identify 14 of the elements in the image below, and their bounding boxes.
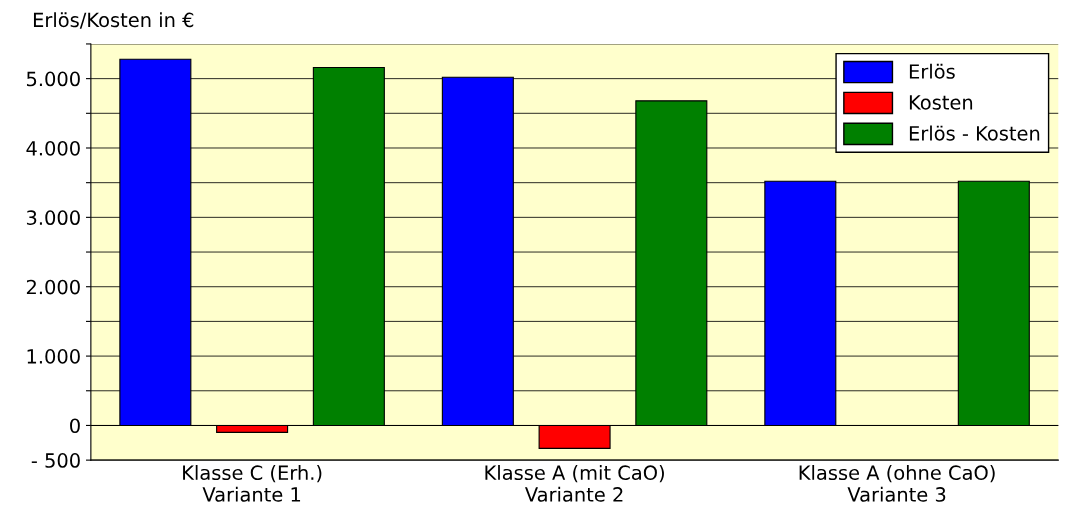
x-tick-label: Klasse A (ohne CaO) Variante 3 [799, 464, 995, 502]
y-tick-label: 4.000 [26, 140, 80, 156]
x-tick-label: Klasse A (mit CaO) Variante 2 [485, 464, 664, 502]
y-tick-label: 1.000 [27, 349, 80, 364]
y-tick-label: 2.000 [26, 279, 80, 295]
legend-label: Erlös - Kosten [909, 125, 1040, 141]
legend-label: Erlös [909, 63, 955, 79]
y-tick-label: 5.000 [26, 71, 80, 87]
legend-label: Kosten [909, 95, 973, 110]
x-tick-label: Klasse C (Erh.) Variante 1 [183, 464, 322, 502]
y-tick-label: 0 [70, 418, 80, 434]
y-tick-label: 3.000 [26, 210, 80, 226]
y-tick-label: - 500 [31, 453, 80, 468]
y-axis-title: Erlös/Kosten in € [33, 12, 194, 29]
